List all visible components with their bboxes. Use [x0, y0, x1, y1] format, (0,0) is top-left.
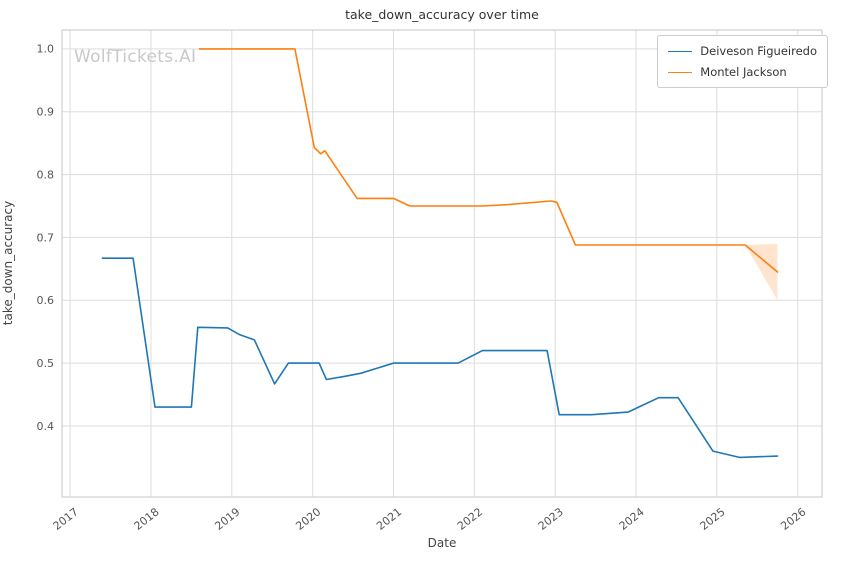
- series-line-montel-jackson: [198, 48, 779, 273]
- x-tick-label: 2023: [536, 505, 566, 532]
- x-tick-label: 2025: [698, 505, 728, 532]
- x-tick-label: 2021: [374, 505, 404, 532]
- x-tick-label: 2020: [293, 505, 323, 532]
- legend-label: Deiveson Figueiredo: [700, 44, 817, 58]
- legend: Deiveson Figueiredo Montel Jackson: [657, 35, 828, 88]
- y-tick-label: 0.9: [37, 106, 55, 119]
- x-tick-label: 2017: [51, 505, 81, 532]
- series-line-deiveson-figueiredo: [101, 257, 779, 459]
- chart-title: take_down_accuracy over time: [345, 7, 539, 22]
- x-tick-label: 2019: [212, 505, 242, 532]
- y-axis-label: take_down_accuracy: [1, 200, 15, 326]
- x-tick-label: 2026: [778, 505, 808, 532]
- watermark: WolfTickets.AI: [74, 47, 197, 67]
- x-tick-label: 2018: [132, 505, 162, 532]
- confidence-band: [745, 243, 778, 301]
- legend-item-montel-jackson: Montel Jackson: [668, 65, 817, 79]
- x-tick-label: 2022: [455, 505, 485, 532]
- x-tick-label: 2024: [617, 505, 647, 532]
- y-tick-label: 0.5: [37, 357, 55, 370]
- y-tick-label: 1.0: [37, 43, 55, 56]
- y-tick-label: 0.4: [37, 420, 55, 433]
- legend-line-swatch-blue: [668, 50, 693, 52]
- x-axis-label: Date: [427, 536, 457, 550]
- y-tick-label: 0.8: [37, 168, 55, 181]
- legend-line-swatch-orange: [668, 71, 693, 73]
- y-tick-label: 0.7: [37, 231, 55, 244]
- legend-label: Montel Jackson: [700, 65, 787, 79]
- legend-item-deiveson-figueiredo: Deiveson Figueiredo: [668, 44, 817, 58]
- y-tick-label: 0.6: [37, 294, 55, 307]
- plot-border: [61, 29, 823, 498]
